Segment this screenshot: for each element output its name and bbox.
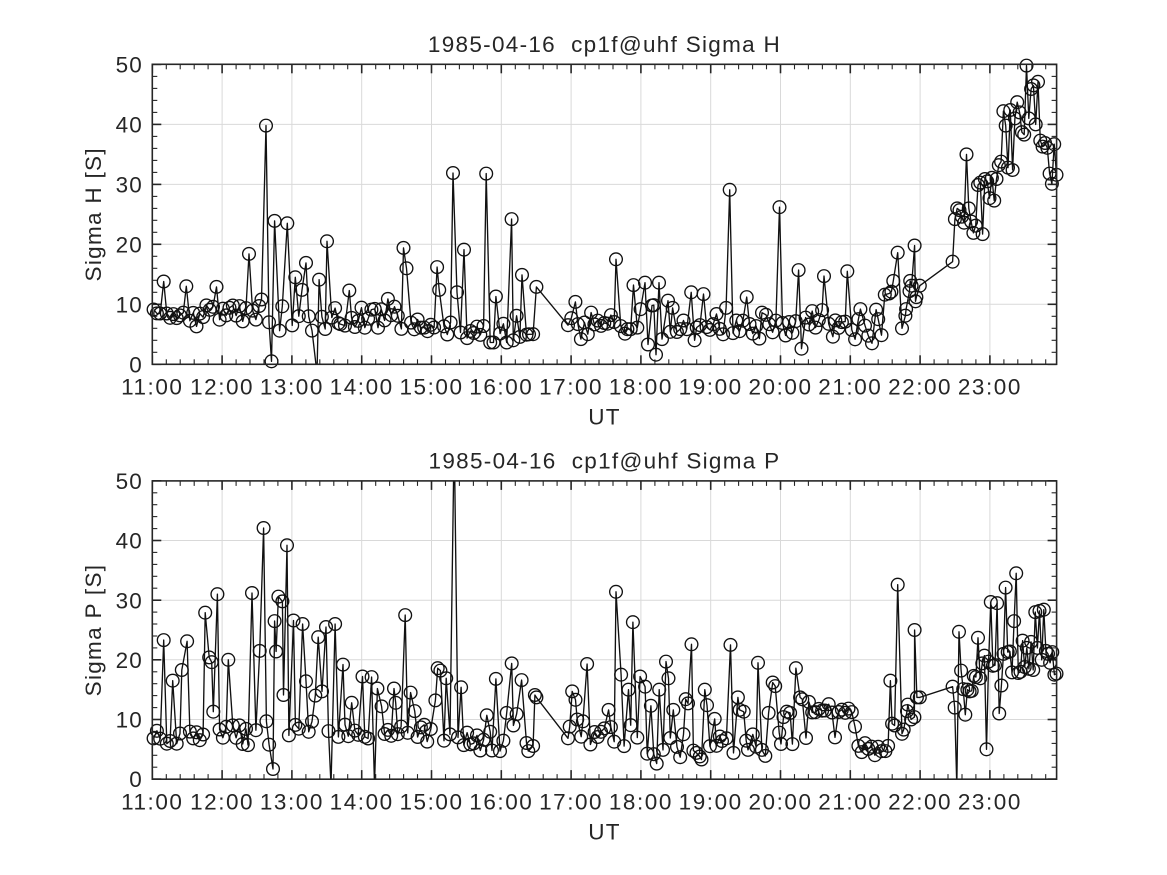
svg-text:30: 30 (116, 173, 143, 198)
svg-text:19:00: 19:00 (679, 375, 743, 400)
svg-text:18:00: 18:00 (609, 789, 673, 814)
svg-text:12:00: 12:00 (190, 789, 254, 814)
svg-text:13:00: 13:00 (260, 789, 324, 814)
svg-text:15:00: 15:00 (399, 789, 463, 814)
svg-text:UT: UT (588, 819, 621, 844)
svg-text:23:00: 23:00 (958, 375, 1022, 400)
svg-text:Sigma H [S]: Sigma H [S] (81, 147, 106, 281)
svg-text:20:00: 20:00 (748, 789, 812, 814)
svg-text:50: 50 (116, 53, 143, 78)
svg-text:16:00: 16:00 (469, 789, 533, 814)
svg-text:14:00: 14:00 (330, 375, 394, 400)
svg-text:0: 0 (129, 352, 143, 377)
svg-text:40: 40 (116, 113, 143, 138)
svg-text:11:00: 11:00 (121, 789, 183, 814)
svg-text:0: 0 (129, 767, 143, 792)
svg-text:16:00: 16:00 (469, 375, 533, 400)
svg-text:30: 30 (116, 588, 143, 613)
svg-text:17:00: 17:00 (539, 375, 603, 400)
svg-text:14:00: 14:00 (330, 789, 394, 814)
svg-text:17:00: 17:00 (539, 789, 603, 814)
svg-text:19:00: 19:00 (679, 789, 743, 814)
svg-text:1985-04-16 cp1f@uhf Sigma P: 1985-04-16 cp1f@uhf Sigma P (429, 448, 781, 473)
svg-text:13:00: 13:00 (260, 375, 324, 400)
svg-text:15:00: 15:00 (399, 375, 463, 400)
svg-text:10: 10 (116, 292, 143, 317)
svg-text:1985-04-16 cp1f@uhf Sigma H: 1985-04-16 cp1f@uhf Sigma H (428, 32, 781, 57)
svg-text:22:00: 22:00 (888, 789, 952, 814)
svg-text:20:00: 20:00 (748, 375, 812, 400)
svg-text:50: 50 (116, 469, 143, 494)
svg-text:22:00: 22:00 (888, 375, 952, 400)
svg-text:12:00: 12:00 (190, 375, 254, 400)
svg-text:10: 10 (116, 708, 143, 733)
svg-text:20: 20 (116, 232, 143, 257)
svg-text:40: 40 (116, 529, 143, 554)
svg-text:20: 20 (116, 648, 143, 673)
svg-text:UT: UT (588, 405, 621, 430)
svg-text:Sigma P [S]: Sigma P [S] (81, 564, 106, 697)
svg-text:18:00: 18:00 (609, 375, 673, 400)
svg-text:21:00: 21:00 (818, 789, 882, 814)
svg-text:11:00: 11:00 (121, 375, 183, 400)
svg-text:23:00: 23:00 (958, 789, 1022, 814)
svg-text:21:00: 21:00 (818, 375, 882, 400)
